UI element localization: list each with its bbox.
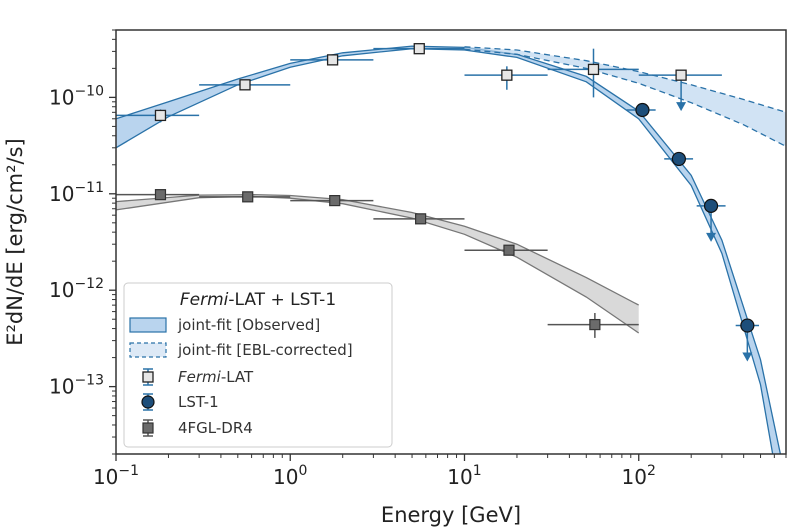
point-4FGL-DR4-4 (464, 244, 548, 256)
y-tick-label: 10−13 (49, 373, 104, 399)
x-tick-label: 101 (447, 463, 481, 489)
x-tick-label: 102 (622, 463, 656, 489)
plot-frame (115, 29, 787, 455)
upper-limit-arrow (676, 102, 687, 112)
y-axis-title: E²dN/dE [erg/cm²/s] (3, 138, 27, 346)
marker (501, 69, 513, 81)
band-1-lower-edge (464, 48, 786, 147)
marker (329, 195, 341, 207)
legend-swatch-observed (129, 317, 167, 333)
data-points (116, 43, 760, 362)
marker (587, 63, 600, 76)
x-axis-title: Energy [GeV] (381, 503, 521, 527)
legend-marker-fermi-lat (142, 368, 154, 386)
point-Fermi-LAT-5 (547, 48, 639, 98)
band-2-fill (116, 194, 639, 333)
point-4FGL-DR4-0 (116, 189, 200, 201)
marker (589, 318, 601, 331)
marker (239, 79, 251, 91)
legend-label-4fgl-dr4: 4FGL-DR4 (178, 419, 253, 437)
legend-label-ebl-corrected: joint-fit [EBL-corrected] (177, 341, 353, 359)
y-tick-label: 10−10 (49, 83, 104, 109)
point-4FGL-DR4-2 (290, 195, 374, 207)
point-LST-1-3 (735, 318, 760, 362)
marker (503, 244, 515, 256)
point-LST-1-0 (626, 102, 656, 118)
legend-swatch-ebl-corrected (129, 342, 167, 358)
legend-label-fermi-lat: Fermi-LAT (178, 368, 254, 386)
legend-marker-4fgl-dr4 (142, 419, 154, 437)
y-tick-label: 10−11 (49, 180, 104, 206)
legend-title: Fermi-LAT + LST-1 (180, 290, 336, 310)
legend-label-observed: joint-fit [Observed] (177, 316, 320, 334)
upper-limit-arrow (742, 352, 753, 362)
band-2-upper-edge (116, 193, 640, 306)
y-tick-label: 10−12 (49, 276, 104, 302)
marker (415, 213, 427, 225)
point-LST-1-1 (664, 151, 694, 167)
upper-limit-arrow (706, 232, 717, 242)
point-Fermi-LAT-6 (638, 69, 722, 112)
point-4FGL-DR4-5 (547, 313, 639, 338)
marker (740, 318, 755, 333)
axis-ticks: 10−1 100 101 102 10−13 10−12 10−11 10−10 (49, 29, 787, 489)
marker (675, 69, 687, 81)
marker (154, 109, 167, 122)
band-1-upper-edge (464, 46, 786, 113)
x-tick-label: 100 (273, 463, 307, 489)
marker (671, 151, 686, 167)
legend: Fermi-LAT + LST-1 joint-fit [Observed] j… (123, 282, 393, 448)
legend-box (123, 282, 393, 448)
marker (413, 43, 425, 55)
marker (154, 189, 167, 201)
marker (635, 102, 650, 118)
legend-marker-lst-1 (141, 393, 155, 411)
marker (242, 191, 254, 203)
point-Fermi-LAT-3 (373, 43, 465, 55)
point-Fermi-LAT-2 (290, 54, 374, 66)
point-Fermi-LAT-1 (199, 79, 291, 91)
point-4FGL-DR4-1 (199, 191, 291, 203)
point-Fermi-LAT-0 (116, 109, 200, 123)
band-1-fill (464, 46, 786, 147)
marker (326, 54, 339, 66)
point-Fermi-LAT-4 (464, 66, 548, 90)
point-LST-1-2 (696, 198, 726, 242)
marker (703, 198, 719, 213)
point-4FGL-DR4-3 (373, 213, 465, 225)
legend-label-lst-1: LST-1 (178, 393, 219, 411)
x-tick-label: 10−1 (93, 463, 139, 489)
